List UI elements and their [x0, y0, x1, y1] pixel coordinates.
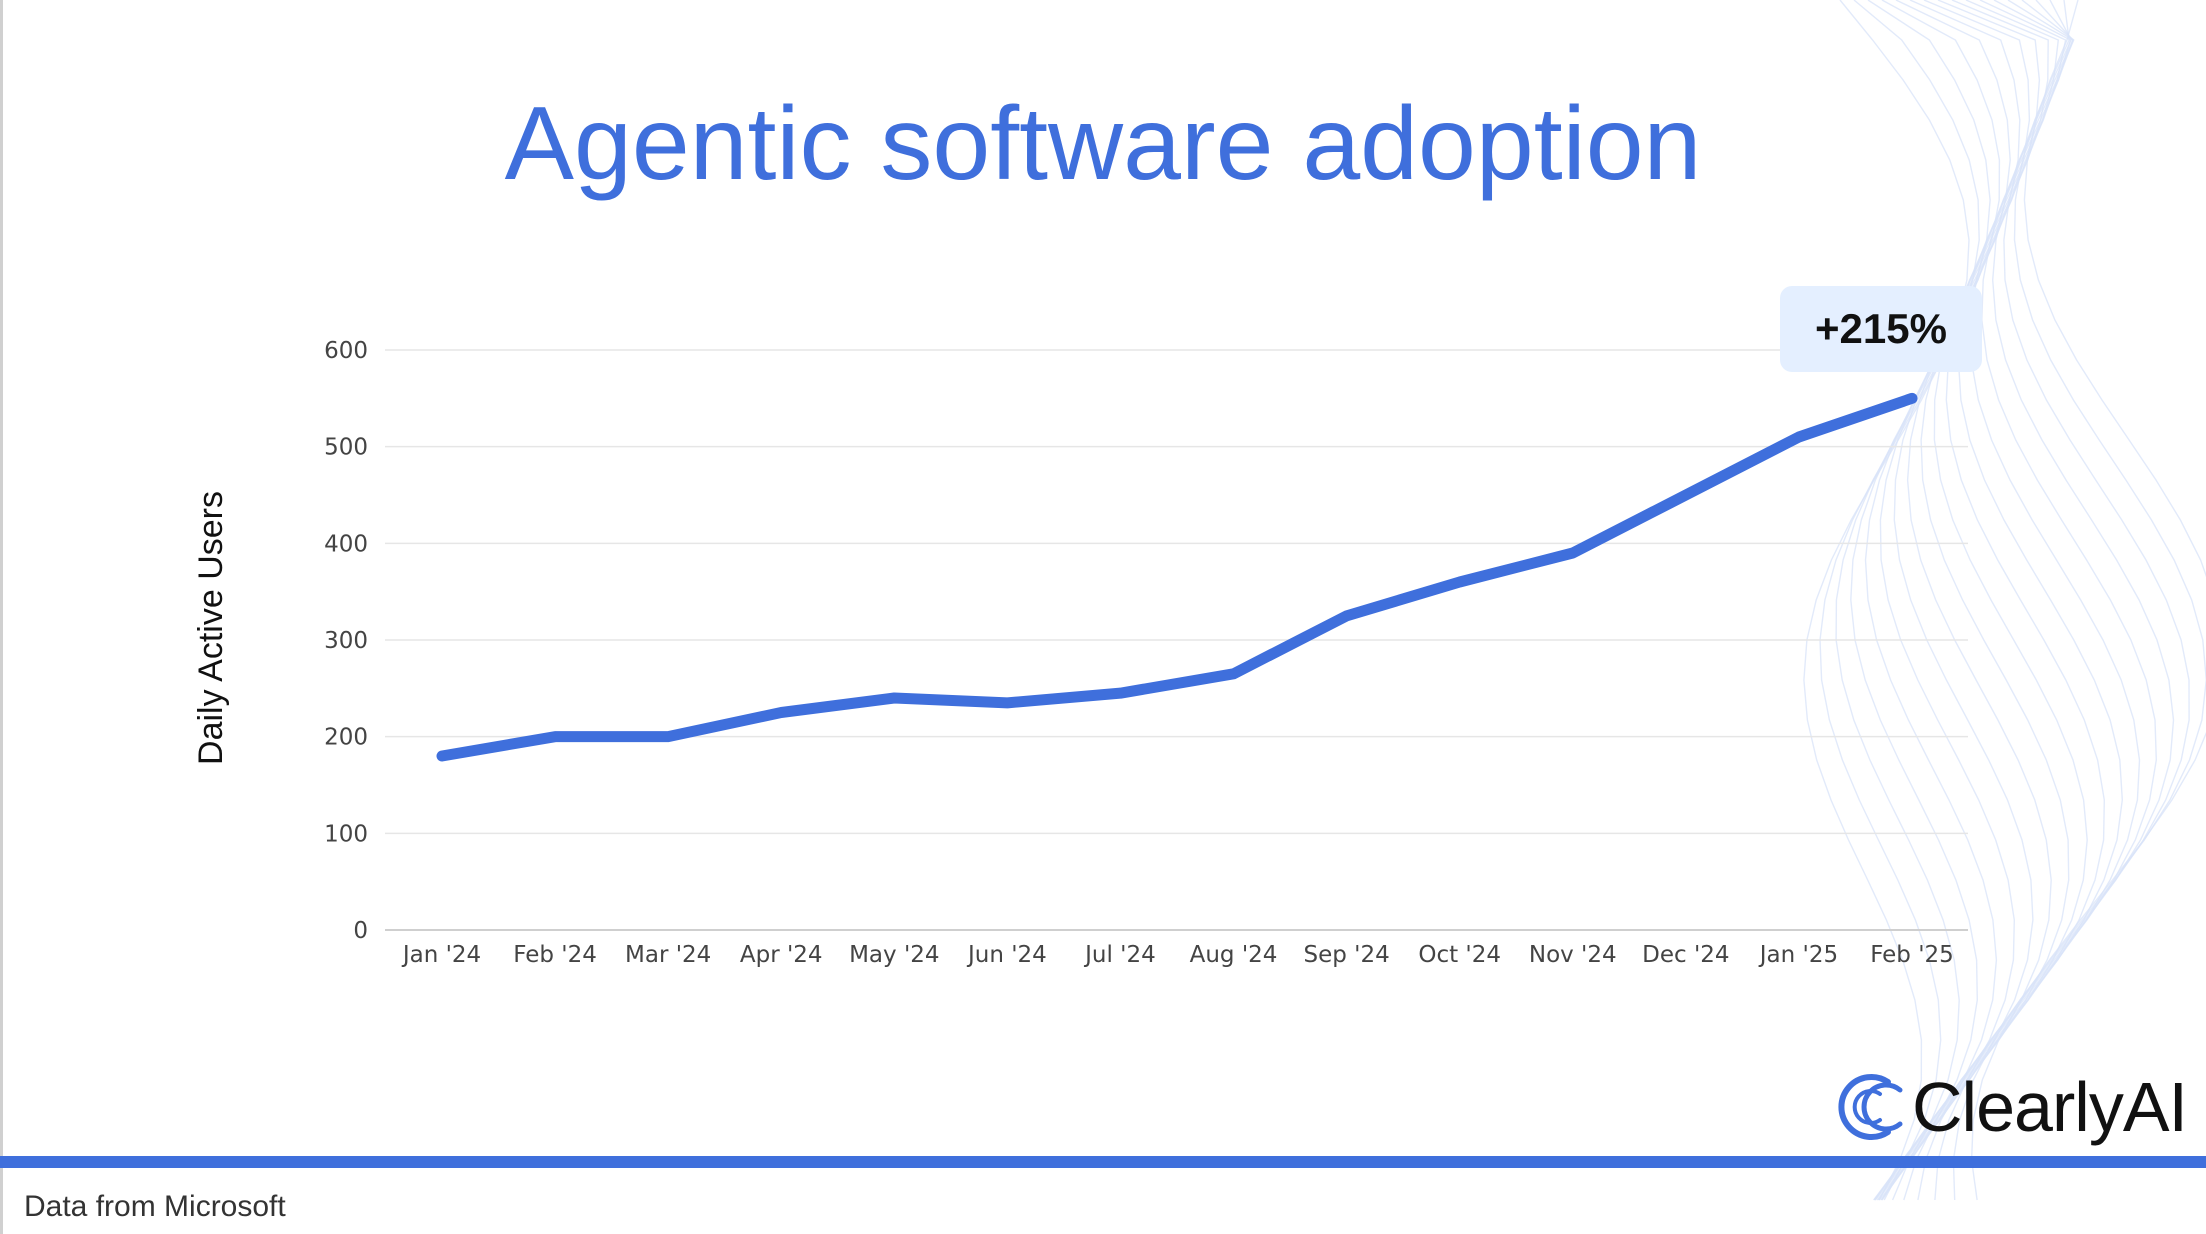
y-tick-label: 200 [324, 725, 368, 751]
x-tick-label: Aug '24 [1190, 942, 1278, 968]
bottom-accent-bar [0, 1156, 2206, 1168]
x-tick-label: Apr '24 [740, 942, 823, 968]
grid-lines [385, 349, 1968, 931]
wave-line [1877, 0, 2106, 1201]
x-tick-label: Feb '24 [513, 942, 597, 968]
wave-line [1803, 0, 1970, 1201]
x-tick-label: Jan '24 [401, 942, 481, 968]
x-tick-label: Sep '24 [1303, 942, 1389, 968]
left-border [0, 0, 3, 1234]
wave-line [1952, 0, 2206, 1201]
x-tick-label: Jul '24 [1083, 942, 1156, 968]
y-tick-label: 600 [324, 338, 368, 364]
background-wave-pattern [1803, 0, 2206, 1201]
x-axis-ticks: Jan '24 Feb '24 Mar '24 Apr '24 May '24 Jun '… [401, 942, 1954, 968]
y-axis-ticks: 0 100 200 300 400 500 600 [324, 338, 368, 944]
clearlyai-logo: ClearlyAI [1826, 1064, 2188, 1150]
wave-line [1970, 0, 2206, 1201]
series-line [436, 392, 1918, 762]
wave-line [1903, 0, 2158, 1201]
x-tick-label: Feb '25 [1870, 942, 1954, 968]
wave-line [1850, 0, 2001, 1201]
wave-line [1835, 0, 1991, 1201]
wave-line [1819, 0, 1980, 1201]
y-tick-label: 400 [324, 531, 368, 557]
logo-mark-icon [1838, 1074, 1903, 1140]
y-tick-label: 100 [324, 821, 368, 847]
x-tick-label: Nov '24 [1529, 942, 1617, 968]
x-tick-label: Jun '24 [966, 942, 1047, 968]
series-group [436, 392, 1918, 762]
x-tick-label: Mar '24 [625, 942, 711, 968]
wave-line [1883, 0, 2124, 1201]
y-tick-label: 500 [324, 435, 368, 461]
source-note: Data from Microsoft [24, 1190, 286, 1223]
x-tick-label: Jan '25 [1758, 942, 1838, 968]
growth-annotation: +215% [1780, 286, 1982, 372]
y-axis-label: Daily Active Users [192, 491, 230, 765]
x-tick-label: Dec '24 [1642, 942, 1729, 968]
y-tick-label: 300 [324, 628, 368, 654]
slide-title: Agentic software adoption [504, 86, 1702, 202]
logo-text: ClearlyAI [1912, 1068, 2188, 1146]
x-tick-label: May '24 [849, 942, 939, 968]
y-tick-label: 0 [353, 918, 368, 944]
x-tick-label: Oct '24 [1418, 942, 1501, 968]
